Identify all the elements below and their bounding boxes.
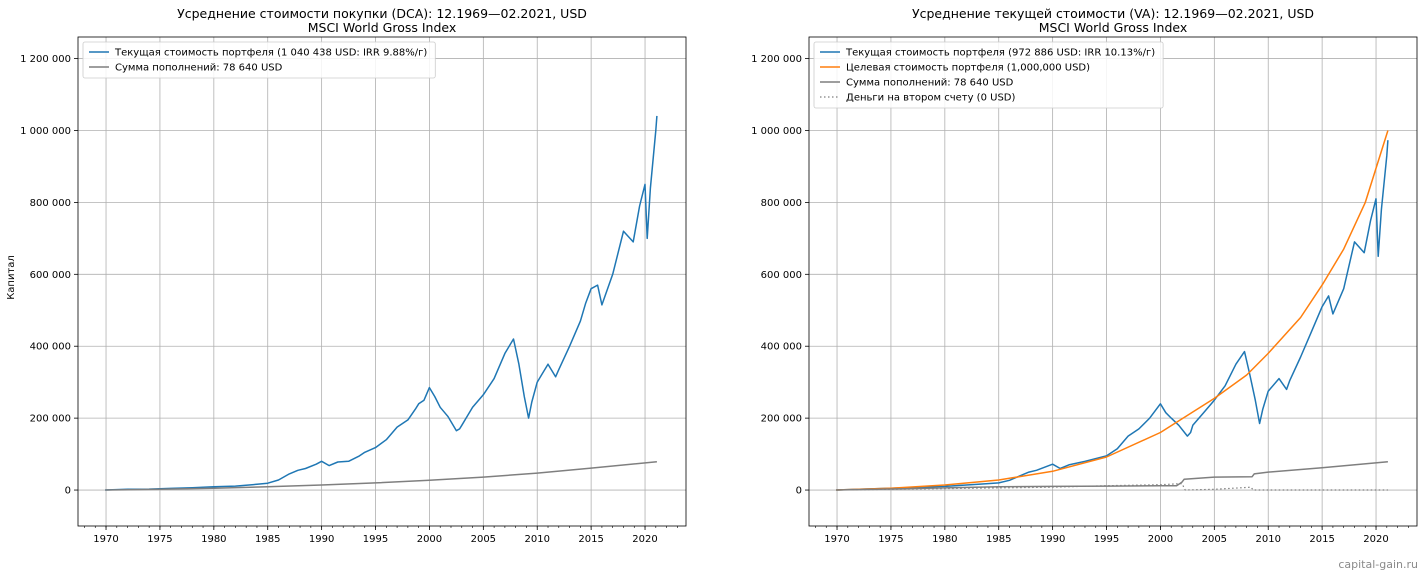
y-tick-label: 1 000 000 — [751, 126, 802, 137]
legend: Текущая стоимость портфеля (1 040 438 US… — [82, 41, 436, 79]
legend: Текущая стоимость портфеля (972 886 USD:… — [813, 41, 1164, 109]
series-line-1 — [105, 115, 658, 491]
legend-label-2: Целевая стоимость портфеля (1,000,000 US… — [846, 63, 1090, 74]
y-tick-label: 200 000 — [30, 414, 71, 425]
y-tick-label: 600 000 — [30, 270, 71, 281]
chart-1: Усреднение стоимости покупки (DCA): 12.1… — [6, 6, 687, 545]
x-tick-label: 1975 — [878, 534, 903, 545]
x-tick-label: 1980 — [201, 534, 226, 545]
legend-box — [813, 41, 1164, 109]
chart-title: Усреднение текущей стоимости (VA): 12.19… — [912, 6, 1314, 21]
y-tick-label: 0 — [796, 486, 802, 497]
x-tick-label: 1990 — [309, 534, 334, 545]
x-tick-label: 2020 — [1363, 534, 1388, 545]
y-tick-label: 200 000 — [761, 414, 802, 425]
x-tick-label: 2015 — [578, 534, 603, 545]
x-tick-label: 2005 — [1202, 534, 1227, 545]
legend-label-1: Текущая стоимость портфеля (1 040 438 US… — [114, 48, 427, 59]
x-tick-label: 2005 — [471, 534, 496, 545]
x-tick-label: 1970 — [824, 534, 849, 545]
legend-label-4: Деньги на втором счету (0 USD) — [846, 93, 1015, 104]
plot-frame — [808, 36, 1418, 527]
x-tick-label: 1985 — [986, 534, 1011, 545]
y-tick-label: 0 — [65, 486, 71, 497]
y-tick-label: 400 000 — [761, 342, 802, 353]
series-group — [105, 115, 658, 491]
x-tick-label: 1980 — [932, 534, 957, 545]
series-line-2 — [105, 461, 657, 491]
plot-frame — [77, 36, 687, 527]
x-tick-label: 2015 — [1309, 534, 1334, 545]
x-tick-label: 2010 — [525, 534, 550, 545]
x-tick-label: 1995 — [1094, 534, 1119, 545]
series-line-4 — [836, 483, 1388, 491]
x-tick-label: 1975 — [147, 534, 172, 545]
chart-subtitle: MSCI World Gross Index — [308, 20, 457, 35]
chart-2: Усреднение текущей стоимости (VA): 12.19… — [751, 6, 1418, 545]
y-tick-label: 600 000 — [761, 270, 802, 281]
series-line-3 — [836, 461, 1388, 491]
watermark: capital-gain.ru — [1338, 558, 1418, 571]
legend-label-1: Текущая стоимость портфеля (972 886 USD:… — [845, 48, 1155, 59]
legend-label-2: Сумма пополнений: 78 640 USD — [115, 63, 283, 74]
legend-box — [82, 41, 436, 79]
legend-label-3: Сумма пополнений: 78 640 USD — [846, 78, 1014, 89]
y-tick-label: 1 200 000 — [751, 54, 802, 65]
x-tick-label: 2010 — [1256, 534, 1281, 545]
y-tick-label: 400 000 — [30, 342, 71, 353]
chart-subtitle: MSCI World Gross Index — [1039, 20, 1188, 35]
y-tick-label: 800 000 — [761, 198, 802, 209]
series-group — [836, 130, 1389, 491]
x-tick-label: 1985 — [255, 534, 280, 545]
x-tick-label: 1990 — [1040, 534, 1065, 545]
y-axis-label: Капитал — [6, 255, 17, 300]
x-tick-label: 2020 — [632, 534, 657, 545]
series-line-2 — [836, 130, 1389, 491]
chart-title: Усреднение стоимости покупки (DCA): 12.1… — [177, 6, 587, 21]
y-tick-label: 800 000 — [30, 198, 71, 209]
x-tick-label: 2000 — [417, 534, 442, 545]
series-line-1 — [836, 140, 1389, 491]
y-tick-label: 1 000 000 — [20, 126, 71, 137]
x-tick-label: 1995 — [363, 534, 388, 545]
x-tick-label: 2000 — [1148, 534, 1173, 545]
x-tick-label: 1970 — [93, 534, 118, 545]
y-tick-label: 1 200 000 — [20, 54, 71, 65]
